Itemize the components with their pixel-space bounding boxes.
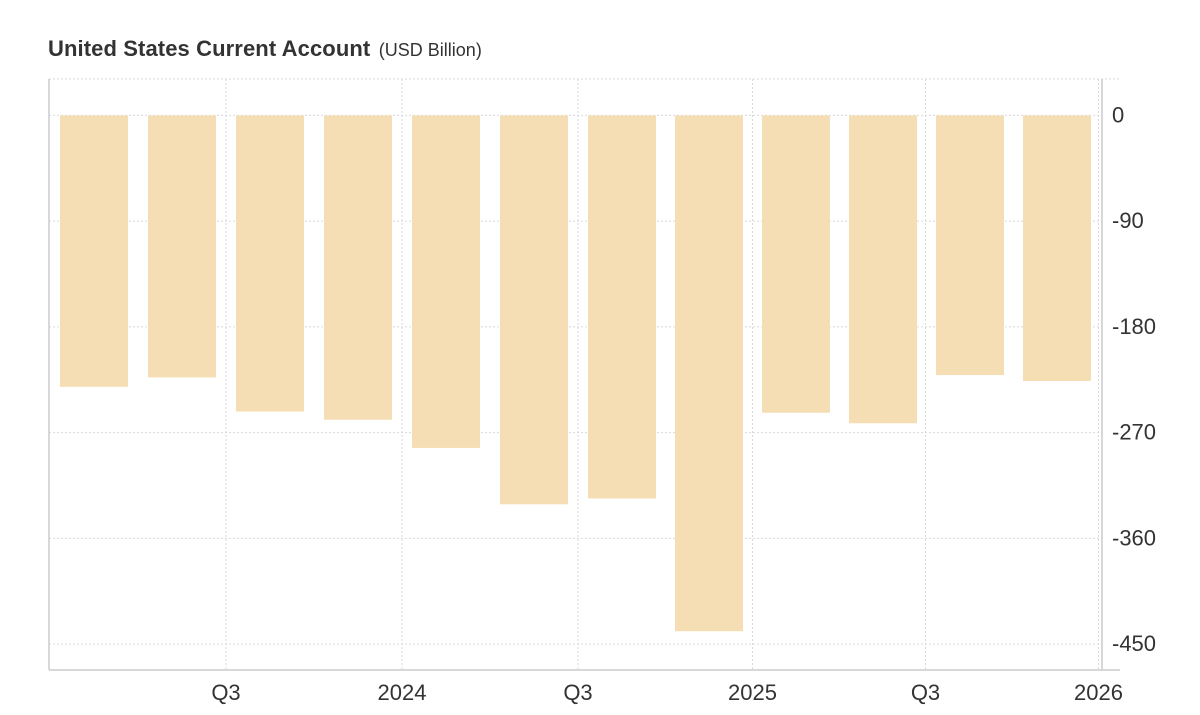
x-tick-label: Q3 <box>211 680 240 705</box>
bar <box>1023 115 1091 381</box>
chart-unit-text: (USD Billion) <box>378 40 482 60</box>
bar <box>500 115 568 505</box>
bar <box>148 115 216 378</box>
y-tick-label: -270 <box>1112 420 1156 445</box>
chart-title: United States Current Account (USD Billi… <box>48 36 482 62</box>
bar <box>936 115 1004 376</box>
bar <box>762 115 830 413</box>
y-tick-label: 0 <box>1112 102 1124 127</box>
bar <box>675 115 743 632</box>
y-tick-label: -90 <box>1112 208 1144 233</box>
y-tick-label: -180 <box>1112 314 1156 339</box>
y-tick-label: -450 <box>1112 631 1156 656</box>
bar <box>412 115 480 448</box>
bar <box>324 115 392 420</box>
bar <box>60 115 128 387</box>
x-tick-label: 2026 <box>1074 680 1123 705</box>
bar <box>588 115 656 499</box>
bar <box>849 115 917 424</box>
y-tick-label: -360 <box>1112 525 1156 550</box>
chart-title-text: United States Current Account <box>48 36 371 61</box>
x-tick-label: 2025 <box>728 680 777 705</box>
x-tick-label: 2024 <box>378 680 427 705</box>
x-tick-label: Q3 <box>911 680 940 705</box>
bar <box>236 115 304 412</box>
x-tick-label: Q3 <box>563 680 592 705</box>
